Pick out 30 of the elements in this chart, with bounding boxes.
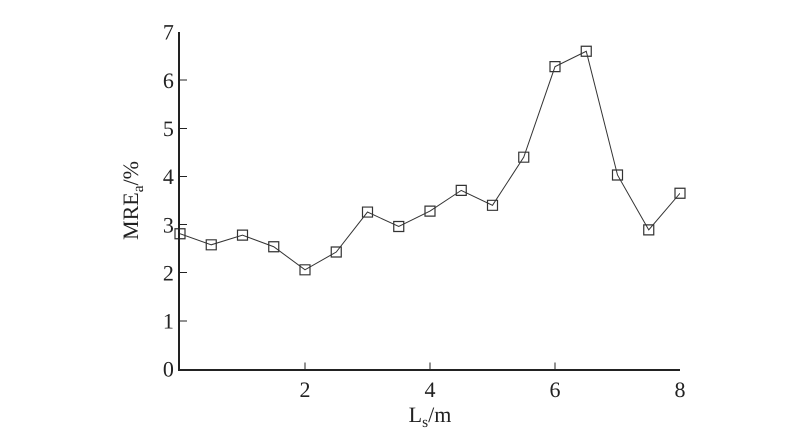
point bbox=[549, 61, 561, 72]
y-tick-label: 1 bbox=[162, 308, 174, 334]
y-tick-label: 2 bbox=[162, 260, 174, 286]
x-tick-label: 4 bbox=[424, 377, 436, 402]
point bbox=[580, 46, 592, 57]
point bbox=[674, 188, 686, 199]
point bbox=[299, 264, 311, 276]
point bbox=[612, 169, 624, 181]
point bbox=[236, 230, 248, 241]
point bbox=[486, 200, 498, 211]
y-tick-label: 0 bbox=[162, 356, 174, 382]
y-tick-label: 3 bbox=[162, 212, 174, 238]
y-tick-label: 4 bbox=[162, 164, 174, 190]
x-axis-title: L$_{s}$/m bbox=[408, 402, 452, 431]
point bbox=[206, 239, 217, 250]
point bbox=[456, 184, 467, 196]
y-tick-label: 5 bbox=[162, 116, 174, 141]
x-tick-label: 6 bbox=[550, 377, 560, 402]
point bbox=[174, 228, 186, 240]
y-tick-label: 7 bbox=[162, 20, 174, 45]
point bbox=[268, 241, 280, 252]
x-tick-label: 2 bbox=[300, 377, 310, 402]
point bbox=[518, 152, 530, 163]
x-tick-label: 8 bbox=[674, 377, 686, 402]
y-tick-label: 6 bbox=[162, 68, 174, 93]
point bbox=[643, 224, 654, 236]
point bbox=[362, 206, 374, 218]
point bbox=[393, 220, 404, 232]
point bbox=[424, 205, 436, 217]
point bbox=[330, 246, 342, 258]
